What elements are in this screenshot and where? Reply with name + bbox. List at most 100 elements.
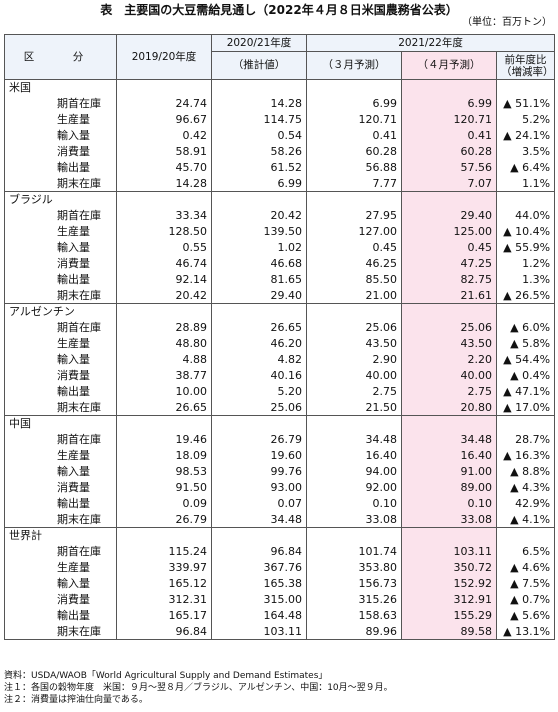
value-yoy: 1.3%: [495, 271, 556, 287]
value-2020: 25.06: [211, 399, 307, 416]
value-2021-march: 120.71: [306, 111, 402, 127]
note-2: 注２：消費量は搾油仕向量である。: [4, 695, 148, 705]
unit-label: （単位：百万トン）: [462, 17, 552, 28]
table-row: 期首在庫 115.24 96.84 101.74 103.11 6.5%: [4, 543, 556, 559]
value-2021-april: 6.99: [401, 95, 497, 111]
value-2020: 1.02: [211, 239, 307, 255]
value-2021-april: 89.58: [401, 623, 497, 640]
value-2019: 19.46: [116, 431, 212, 447]
group-name: 米国: [4, 79, 117, 95]
table-row: 生産量 18.09 19.60 16.40 16.40 ▲ 16.3%: [4, 447, 556, 463]
group-header-empty-cell: [401, 79, 497, 95]
value-2021-march: 353.80: [306, 559, 402, 575]
value-2021-march: 46.25: [306, 255, 402, 271]
item-label: 輸出量: [4, 383, 117, 399]
value-2021-april: 2.20: [401, 351, 497, 367]
group-header-empty-cell: [401, 527, 497, 543]
item-label: 期首在庫: [4, 207, 117, 223]
value-2021-april: 57.56: [401, 159, 497, 175]
value-2019: 165.12: [116, 575, 212, 591]
value-yoy: ▲ 17.0%: [495, 399, 556, 416]
table-row: 生産量 128.50 139.50 127.00 125.00 ▲ 10.4%: [4, 223, 556, 239]
value-yoy: ▲ 6.0%: [495, 319, 556, 335]
value-2020: 99.76: [211, 463, 307, 479]
value-2020: 139.50: [211, 223, 307, 239]
value-2021-march: 89.96: [306, 623, 402, 640]
value-yoy: ▲ 8.8%: [495, 463, 556, 479]
value-2019: 33.34: [116, 207, 212, 223]
value-yoy: 42.9%: [495, 495, 556, 511]
value-2021-march: 27.95: [306, 207, 402, 223]
value-2019: 48.80: [116, 335, 212, 351]
value-2021-march: 33.08: [306, 511, 402, 528]
item-label: 輸出量: [4, 271, 117, 287]
value-2021-april: 2.75: [401, 383, 497, 399]
group-3: 中国 期首在庫 19.46 26.79 34.48 34.48 28.7% 生産量 18.09 1…: [4, 415, 556, 528]
group-4: 世界計 期首在庫 115.24 96.84 101.74 103.11 6.5% 生産量 339…: [4, 527, 556, 640]
value-yoy: ▲ 10.4%: [495, 223, 556, 239]
value-2021-april: 125.00: [401, 223, 497, 239]
group-header-empty-cell: [495, 191, 556, 207]
value-2020: 46.20: [211, 335, 307, 351]
group-header-empty-cell: [211, 527, 307, 543]
value-2019: 96.67: [116, 111, 212, 127]
value-2021-march: 0.41: [306, 127, 402, 143]
value-2019: 0.09: [116, 495, 212, 511]
value-2020: 26.65: [211, 319, 307, 335]
value-2021-march: 43.50: [306, 335, 402, 351]
table-row: 消費量 312.31 315.00 315.26 312.91 ▲ 0.7%: [4, 591, 556, 607]
value-2019: 115.24: [116, 543, 212, 559]
table-row: 輸入量 4.88 4.82 2.90 2.20 ▲ 54.4%: [4, 351, 556, 367]
group-header-empty-cell: [306, 415, 402, 431]
value-2020: 14.28: [211, 95, 307, 111]
item-label: 生産量: [4, 223, 117, 239]
group-header-empty-cell: [401, 303, 497, 319]
header-2020: 2020/21年度: [211, 34, 307, 52]
item-label: 期首在庫: [4, 431, 117, 447]
group-header-empty-cell: [495, 415, 556, 431]
header-2021: 2021/22年度: [305, 34, 556, 52]
group-header-empty-cell: [211, 303, 307, 319]
value-2021-march: 0.10: [306, 495, 402, 511]
item-label: 輸入量: [4, 575, 117, 591]
value-2019: 26.79: [116, 511, 212, 528]
value-2021-march: 7.77: [306, 175, 402, 192]
value-yoy: 6.5%: [495, 543, 556, 559]
value-2021-march: 40.00: [306, 367, 402, 383]
group-name: ブラジル: [4, 191, 117, 207]
item-label: 期末在庫: [4, 511, 117, 528]
item-label: 消費量: [4, 591, 117, 607]
value-2019: 91.50: [116, 479, 212, 495]
table-row: 輸入量 98.53 99.76 94.00 91.00 ▲ 8.8%: [4, 463, 556, 479]
value-yoy: ▲ 4.1%: [495, 511, 556, 528]
value-2020: 26.79: [211, 431, 307, 447]
value-2020: 34.48: [211, 511, 307, 528]
value-2021-april: 21.61: [401, 287, 497, 304]
value-2021-april: 25.06: [401, 319, 497, 335]
item-label: 生産量: [4, 111, 117, 127]
group-header-empty-cell: [401, 191, 497, 207]
value-2021-april: 155.29: [401, 607, 497, 623]
table-row: 消費量 58.91 58.26 60.28 60.28 3.5%: [4, 143, 556, 159]
value-2021-april: 43.50: [401, 335, 497, 351]
value-2021-march: 6.99: [306, 95, 402, 111]
table-row: 生産量 96.67 114.75 120.71 120.71 5.2%: [4, 111, 556, 127]
value-2021-april: 20.80: [401, 399, 497, 416]
value-2020: 58.26: [211, 143, 307, 159]
value-2020: 114.75: [211, 111, 307, 127]
value-2021-april: 33.08: [401, 511, 497, 528]
value-2020: 5.20: [211, 383, 307, 399]
value-2020: 164.48: [211, 607, 307, 623]
value-2021-march: 2.90: [306, 351, 402, 367]
group-1: ブラジル 期首在庫 33.34 20.42 27.95 29.40 44.0% 生産量 128.…: [4, 191, 556, 304]
value-2021-april: 91.00: [401, 463, 497, 479]
value-yoy: ▲ 6.4%: [495, 159, 556, 175]
value-yoy: ▲ 5.8%: [495, 335, 556, 351]
table-row: 消費量 46.74 46.68 46.25 47.25 1.2%: [4, 255, 556, 271]
table-row: 輸出量 165.17 164.48 158.63 155.29 ▲ 5.6%: [4, 607, 556, 623]
item-label: 生産量: [4, 559, 117, 575]
value-2021-april: 40.00: [401, 367, 497, 383]
value-2019: 0.55: [116, 239, 212, 255]
value-2021-april: 89.00: [401, 479, 497, 495]
header-2020-estimate: （推計値）: [211, 51, 307, 80]
